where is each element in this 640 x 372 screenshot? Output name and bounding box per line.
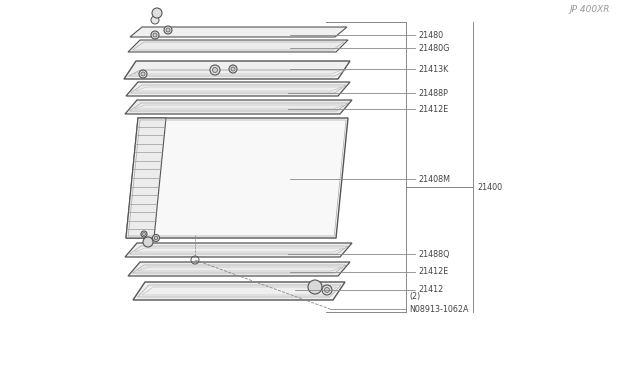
Text: (2): (2) <box>409 292 420 301</box>
Circle shape <box>166 28 170 32</box>
Polygon shape <box>124 61 350 79</box>
Polygon shape <box>128 40 348 52</box>
Circle shape <box>308 280 322 294</box>
Circle shape <box>143 237 153 247</box>
Circle shape <box>322 285 332 295</box>
Circle shape <box>210 65 220 75</box>
Text: 21480: 21480 <box>418 31 443 39</box>
Text: 21412E: 21412E <box>418 267 448 276</box>
Circle shape <box>324 288 330 292</box>
Text: 21412: 21412 <box>418 285 444 295</box>
Polygon shape <box>128 262 350 276</box>
Circle shape <box>154 236 157 240</box>
Circle shape <box>231 67 235 71</box>
Polygon shape <box>133 282 345 300</box>
Polygon shape <box>130 27 347 37</box>
Text: JP 400XR: JP 400XR <box>570 5 610 14</box>
Circle shape <box>152 8 162 18</box>
Circle shape <box>152 234 159 241</box>
Text: 21412E: 21412E <box>418 105 448 113</box>
Circle shape <box>143 232 145 235</box>
Text: 21400: 21400 <box>477 183 502 192</box>
Text: 21408M: 21408M <box>418 174 450 183</box>
Polygon shape <box>126 82 350 96</box>
Text: 21488P: 21488P <box>418 89 448 97</box>
Circle shape <box>164 26 172 34</box>
Text: 21488Q: 21488Q <box>418 250 449 259</box>
Circle shape <box>151 31 159 39</box>
Text: N08913-1062A: N08913-1062A <box>409 305 468 314</box>
Text: 21413K: 21413K <box>418 64 448 74</box>
Polygon shape <box>125 100 352 114</box>
Circle shape <box>153 33 157 37</box>
Circle shape <box>141 231 147 237</box>
Polygon shape <box>126 118 348 238</box>
Circle shape <box>139 70 147 78</box>
Text: 21480G: 21480G <box>418 44 449 52</box>
Circle shape <box>151 16 159 24</box>
Circle shape <box>141 72 145 76</box>
Circle shape <box>229 65 237 73</box>
Polygon shape <box>126 118 166 238</box>
Circle shape <box>212 67 218 73</box>
Polygon shape <box>125 243 352 257</box>
